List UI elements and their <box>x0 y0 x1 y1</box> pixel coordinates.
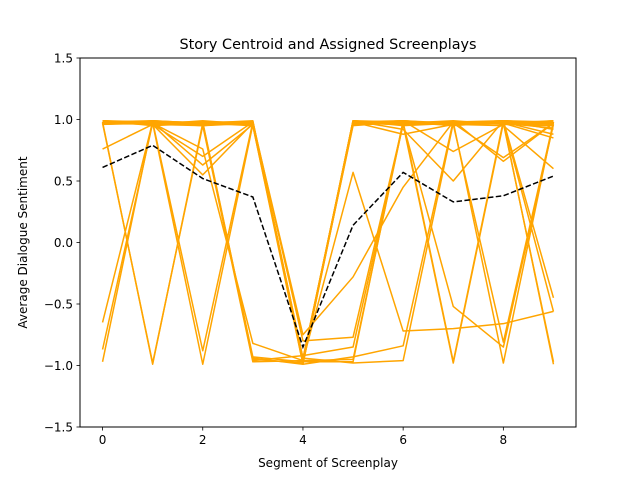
y-tick-label: 0.5 <box>54 174 73 188</box>
screenplay-line-19 <box>102 121 554 336</box>
plot-area <box>101 119 555 366</box>
y-tick-label: 0.0 <box>54 236 73 250</box>
x-axis-title: Segment of Screenplay <box>258 456 398 470</box>
y-tick-label: 1.0 <box>54 113 73 127</box>
x-tick-label: 6 <box>399 433 407 447</box>
screenplay-line-22 <box>102 119 554 366</box>
x-axis: 0 2 4 6 8 <box>99 427 507 447</box>
y-tick-label: −1.0 <box>44 359 73 373</box>
screenplay-line-23 <box>102 119 555 343</box>
centroid-line <box>102 144 554 350</box>
x-tick-label: 4 <box>299 433 307 447</box>
y-axis: −1.5 −1.0 −0.5 0.0 0.5 1.0 1.5 <box>44 51 80 434</box>
x-tick-label: 8 <box>500 433 508 447</box>
y-tick-label: −0.5 <box>44 297 73 311</box>
x-tick-label: 0 <box>99 433 107 447</box>
chart-title: Story Centroid and Assigned Screenplays <box>179 37 476 53</box>
x-tick-label: 2 <box>199 433 207 447</box>
y-tick-label: 1.5 <box>54 51 73 65</box>
screenplay-line-17 <box>102 119 555 366</box>
y-tick-label: −1.5 <box>44 420 73 434</box>
y-axis-title: Average Dialogue Sentiment <box>16 156 30 328</box>
